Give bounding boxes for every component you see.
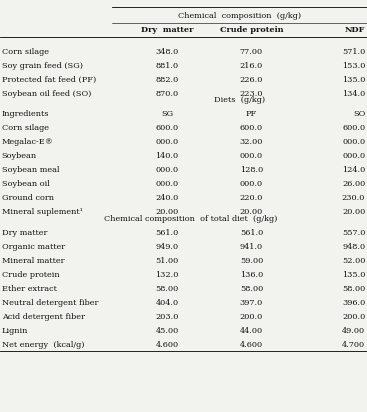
Text: PF: PF	[246, 110, 257, 118]
Text: Soybean oil: Soybean oil	[2, 180, 50, 188]
Text: SO: SO	[353, 110, 365, 118]
Text: Soy grain feed (SG): Soy grain feed (SG)	[2, 61, 83, 70]
Text: 128.0: 128.0	[240, 166, 263, 174]
Text: 941.0: 941.0	[240, 243, 263, 251]
Text: Crude protein: Crude protein	[2, 271, 59, 279]
Text: 882.0: 882.0	[155, 75, 179, 84]
Text: 20.00: 20.00	[240, 208, 263, 216]
Text: 51.00: 51.00	[155, 257, 179, 265]
Text: 220.0: 220.0	[240, 194, 263, 202]
Text: 26.00: 26.00	[342, 180, 365, 188]
Text: Corn silage: Corn silage	[2, 124, 49, 132]
Text: SG: SG	[161, 110, 173, 118]
Text: 223.0: 223.0	[240, 89, 263, 98]
Text: Mineral matter: Mineral matter	[2, 257, 64, 265]
Text: 396.0: 396.0	[342, 299, 365, 307]
Text: Ether extract: Ether extract	[2, 285, 57, 293]
Text: Soybean oil feed (SO): Soybean oil feed (SO)	[2, 89, 91, 98]
Text: 000.0: 000.0	[240, 180, 263, 188]
Text: Mineral suplement¹: Mineral suplement¹	[2, 208, 83, 216]
Text: NDF: NDF	[345, 26, 365, 35]
Text: 000.0: 000.0	[342, 152, 365, 160]
Text: 230.0: 230.0	[342, 194, 365, 202]
Text: 135.0: 135.0	[342, 75, 365, 84]
Text: 200.0: 200.0	[342, 313, 365, 321]
Text: 132.0: 132.0	[155, 271, 179, 279]
Text: 45.00: 45.00	[155, 327, 179, 335]
Text: 4.600: 4.600	[155, 341, 179, 349]
Text: 571.0: 571.0	[342, 47, 365, 56]
Text: 203.0: 203.0	[155, 313, 179, 321]
Text: 000.0: 000.0	[155, 180, 179, 188]
Text: 135.0: 135.0	[342, 271, 365, 279]
Text: Lignin: Lignin	[2, 327, 28, 335]
Text: 52.00: 52.00	[342, 257, 365, 265]
Text: 49.00: 49.00	[342, 327, 365, 335]
Text: 4.700: 4.700	[342, 341, 365, 349]
Text: 140.0: 140.0	[155, 152, 179, 160]
Text: 557.0: 557.0	[342, 229, 365, 237]
Text: 134.0: 134.0	[342, 89, 365, 98]
Text: Ground corn: Ground corn	[2, 194, 54, 202]
Text: 870.0: 870.0	[155, 89, 179, 98]
Text: 600.0: 600.0	[155, 124, 179, 132]
Text: 240.0: 240.0	[155, 194, 179, 202]
Text: Dry matter: Dry matter	[2, 229, 47, 237]
Text: Soybean: Soybean	[2, 152, 37, 160]
Text: 000.0: 000.0	[240, 152, 263, 160]
Text: 404.0: 404.0	[155, 299, 179, 307]
Text: 58.00: 58.00	[155, 285, 179, 293]
Text: 561.0: 561.0	[240, 229, 263, 237]
Text: Dry  matter: Dry matter	[141, 26, 193, 35]
Text: Net energy  (kcal/g): Net energy (kcal/g)	[2, 341, 84, 349]
Text: Megalac-E®: Megalac-E®	[2, 138, 54, 146]
Text: 136.0: 136.0	[240, 271, 263, 279]
Text: 600.0: 600.0	[342, 124, 365, 132]
Text: Protected fat feed (PF): Protected fat feed (PF)	[2, 75, 96, 84]
Text: Acid detergent fiber: Acid detergent fiber	[2, 313, 85, 321]
Text: Chemical  composition  (g/kg): Chemical composition (g/kg)	[178, 12, 301, 20]
Text: Neutral detergent fiber: Neutral detergent fiber	[2, 299, 98, 307]
Text: Diets  (g/kg): Diets (g/kg)	[214, 96, 265, 104]
Text: 600.0: 600.0	[240, 124, 263, 132]
Text: 000.0: 000.0	[155, 166, 179, 174]
Text: Soybean meal: Soybean meal	[2, 166, 59, 174]
Text: 397.0: 397.0	[240, 299, 263, 307]
Text: 200.0: 200.0	[240, 313, 263, 321]
Text: 4.600: 4.600	[240, 341, 263, 349]
Text: 32.00: 32.00	[240, 138, 263, 146]
Text: 153.0: 153.0	[342, 61, 365, 70]
Text: 58.00: 58.00	[240, 285, 263, 293]
Text: 20.00: 20.00	[342, 208, 365, 216]
Text: 77.00: 77.00	[240, 47, 263, 56]
Text: 948.0: 948.0	[342, 243, 365, 251]
Text: Corn silage: Corn silage	[2, 47, 49, 56]
Text: 949.0: 949.0	[155, 243, 179, 251]
Text: 348.0: 348.0	[155, 47, 179, 56]
Text: Ingredients: Ingredients	[2, 110, 49, 118]
Text: 59.00: 59.00	[240, 257, 263, 265]
Text: Organic matter: Organic matter	[2, 243, 65, 251]
Text: 226.0: 226.0	[240, 75, 263, 84]
Text: 881.0: 881.0	[155, 61, 179, 70]
Text: 20.00: 20.00	[155, 208, 179, 216]
Text: 58.00: 58.00	[342, 285, 365, 293]
Text: Chemical composition  of total diet  (g/kg): Chemical composition of total diet (g/kg…	[104, 215, 277, 223]
Text: 000.0: 000.0	[342, 138, 365, 146]
Text: 124.0: 124.0	[342, 166, 365, 174]
Text: 561.0: 561.0	[155, 229, 179, 237]
Text: Crude protein: Crude protein	[219, 26, 283, 35]
Text: 44.00: 44.00	[240, 327, 263, 335]
Text: 216.0: 216.0	[240, 61, 263, 70]
Text: 000.0: 000.0	[155, 138, 179, 146]
